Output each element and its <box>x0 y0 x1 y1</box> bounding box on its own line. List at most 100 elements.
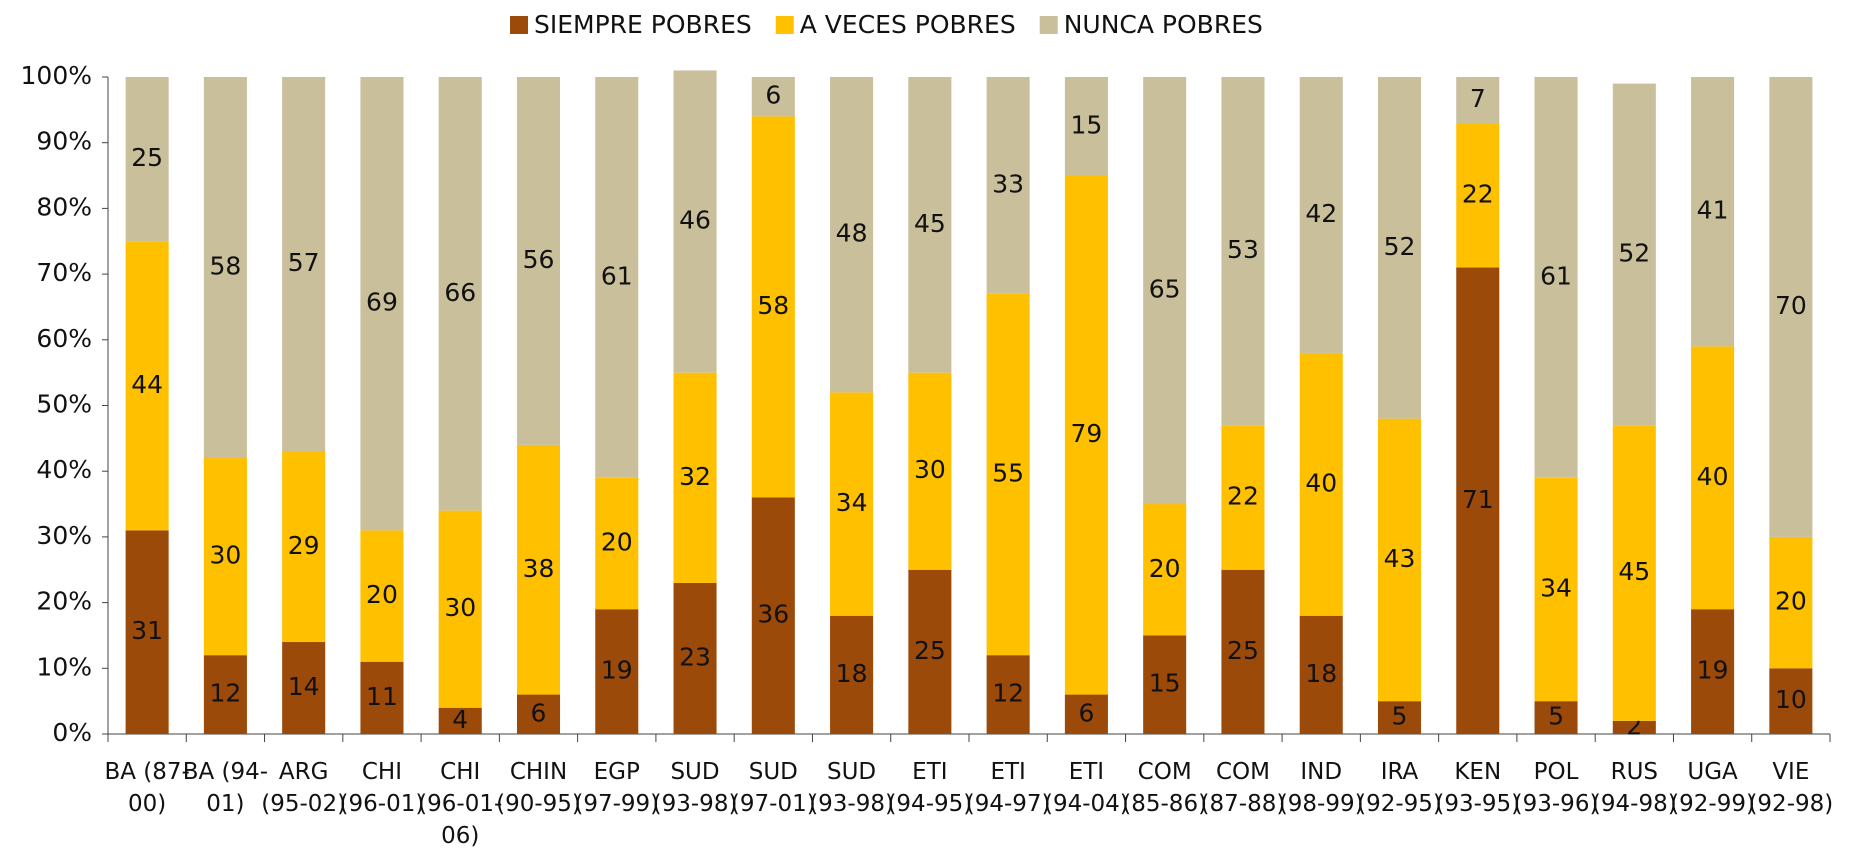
y-tick-label: 10% <box>36 652 92 681</box>
x-tick-label: COM (87-88) <box>1200 759 1286 817</box>
x-tick-label: CHI (96-01-06) <box>418 759 503 849</box>
bar-segment <box>1221 569 1265 734</box>
x-tick-label: POL (93-96) <box>1513 759 1599 817</box>
bar-segment <box>595 609 639 734</box>
data-label: 15 <box>1149 669 1181 698</box>
data-label: 55 <box>992 458 1024 487</box>
data-label: 42 <box>1305 199 1337 228</box>
bar-segment <box>830 615 874 734</box>
bar-segment <box>751 77 795 117</box>
bar-segment <box>908 372 952 570</box>
x-tick-label: ARG (95-02) <box>261 759 347 817</box>
bar-segment <box>438 510 482 708</box>
bar-segment <box>1299 352 1343 616</box>
bar-segment <box>282 451 326 643</box>
bar-segment <box>282 642 326 734</box>
bar-segment <box>830 77 874 393</box>
data-label: 52 <box>1384 232 1416 261</box>
data-label: 45 <box>1618 557 1650 586</box>
data-label: 43 <box>1384 544 1416 573</box>
data-label: 31 <box>131 616 163 645</box>
x-tick-label: KEN (93-95) <box>1435 759 1521 817</box>
bar-segment <box>360 661 404 734</box>
bar-segment <box>282 77 326 452</box>
data-label: 44 <box>131 370 163 399</box>
data-label: 30 <box>444 593 476 622</box>
y-tick-label: 80% <box>36 192 92 221</box>
y-tick-label: 40% <box>36 455 92 484</box>
legend-swatch <box>775 16 794 34</box>
data-label: 69 <box>366 288 398 317</box>
data-label: 79 <box>1071 419 1103 448</box>
bar-segment <box>203 458 247 656</box>
x-tick-label: ETI (94-97) <box>965 759 1051 817</box>
bar-segment <box>1691 609 1735 734</box>
data-label: 19 <box>1697 656 1729 685</box>
bar-segment <box>1064 694 1108 734</box>
x-tick-label: SUD (97-01) <box>730 759 816 817</box>
bar-segment <box>595 77 639 478</box>
data-label: 30 <box>914 455 946 484</box>
data-label: 70 <box>1775 291 1807 320</box>
legend-swatch <box>510 16 528 34</box>
bar-segment <box>516 77 561 445</box>
x-tick-label: BA (87-00) <box>104 759 190 817</box>
bar-segment <box>1299 615 1343 734</box>
bar-segment <box>1769 77 1813 537</box>
x-tick-label: CHI (96-01) <box>339 759 425 817</box>
data-label: 15 <box>1071 110 1103 139</box>
data-label: 61 <box>601 261 633 290</box>
x-tick-label: SUD (93-98) <box>809 759 894 817</box>
bar-segment <box>1143 77 1187 505</box>
bar-segment <box>1221 425 1265 570</box>
data-label: 58 <box>210 252 242 281</box>
bar-segment <box>360 530 404 662</box>
legend-swatch <box>1039 16 1058 34</box>
data-label: 4 <box>452 705 468 734</box>
bar-segment <box>908 77 952 373</box>
bar-segment <box>1377 701 1422 734</box>
x-tick-label: VIE (92-98) <box>1748 759 1834 817</box>
data-label: 65 <box>1149 275 1181 304</box>
data-label: 7 <box>1470 84 1486 113</box>
bar-segment <box>1064 77 1108 176</box>
data-label: 71 <box>1462 485 1494 514</box>
legend-label: NUNCA POBRES <box>1064 10 1263 39</box>
x-tick-label: CHIN (90-95) <box>496 759 581 817</box>
bar-segment <box>1612 425 1656 721</box>
x-tick-label: COM (85-86) <box>1122 759 1208 817</box>
bar-segment <box>1377 77 1422 419</box>
data-label: 20 <box>366 580 398 609</box>
bar-segment <box>438 77 482 511</box>
bar-segment <box>830 392 874 616</box>
legend-label: SIEMPRE POBRES <box>534 10 752 39</box>
data-label: 53 <box>1227 235 1259 264</box>
bar-segment <box>986 655 1030 734</box>
bar-segment <box>751 497 795 734</box>
bar-segment <box>203 655 247 734</box>
bar-segment <box>1769 536 1813 669</box>
x-tick-label: ETI (94-95) <box>887 759 973 817</box>
data-label: 11 <box>366 682 398 711</box>
bar-segment <box>1691 346 1735 610</box>
bar-segment <box>1769 668 1813 734</box>
bar-segment <box>1221 77 1265 426</box>
bar-segment <box>516 694 561 734</box>
data-label: 14 <box>288 672 320 701</box>
x-tick-label: UGA (92-99) <box>1670 759 1755 817</box>
bar-segment <box>360 77 404 531</box>
x-tick-label: SUD (93-98) <box>652 759 738 817</box>
bar-segment <box>438 707 482 734</box>
data-label: 32 <box>679 462 711 491</box>
x-tick-label: IND (98-99) <box>1278 759 1364 817</box>
data-label: 18 <box>836 659 868 688</box>
x-tick-label: RUS (94-98) <box>1591 759 1677 817</box>
bar-segment <box>673 582 717 734</box>
x-tick-label: ETI (94-04) <box>1044 759 1129 817</box>
bar-segment <box>125 530 169 734</box>
x-tick-label: BA (94-01) <box>182 759 269 817</box>
bar-segment <box>1612 720 1656 734</box>
bar-segment <box>125 77 169 242</box>
data-label: 6 <box>531 698 547 727</box>
